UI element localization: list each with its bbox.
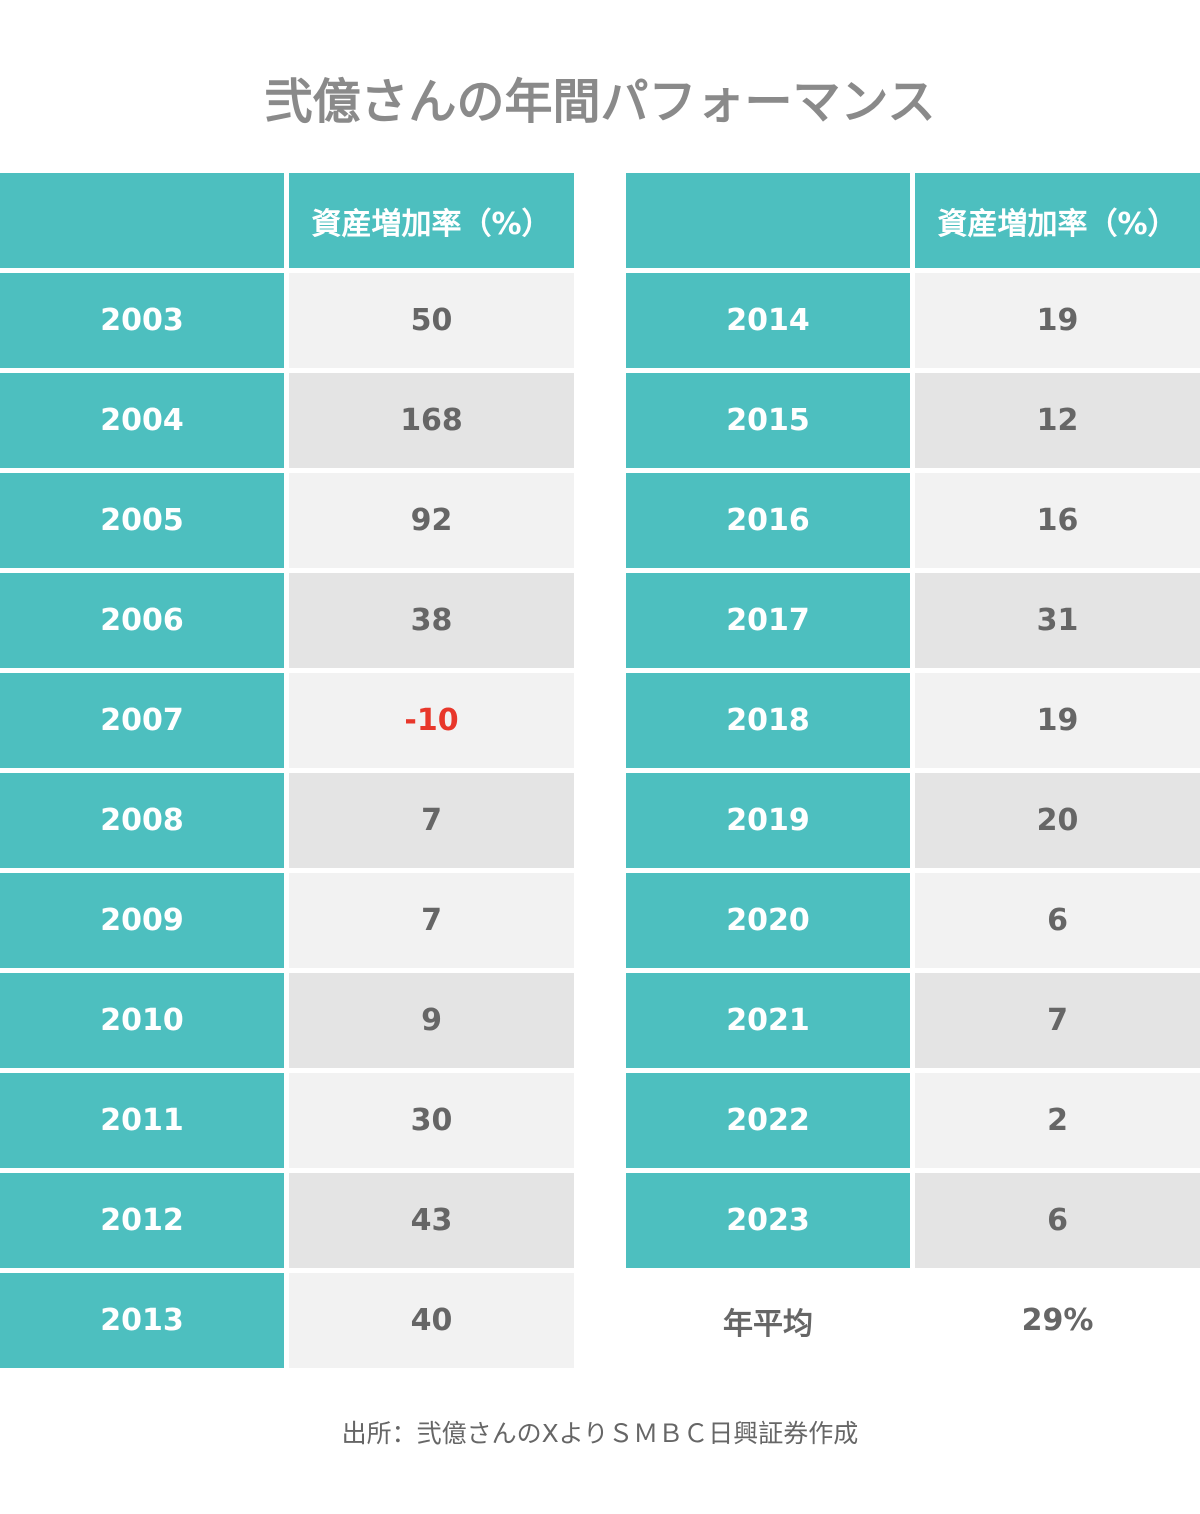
value-cell: 40 — [289, 1273, 574, 1368]
value-cell: 31 — [915, 573, 1200, 668]
year-cell: 2022 — [626, 1073, 910, 1168]
year-cell: 2010 — [0, 973, 284, 1068]
year-cell: 2023 — [626, 1173, 910, 1268]
value-cell: 7 — [289, 773, 574, 868]
year-cell: 2016 — [626, 473, 910, 568]
value-cell: 168 — [289, 373, 574, 468]
value-cell: 2 — [915, 1073, 1200, 1168]
year-cell: 2017 — [626, 573, 910, 668]
value-cell: 16 — [915, 473, 1200, 568]
value-cell: 92 — [289, 473, 574, 568]
header-blank — [626, 173, 910, 268]
value-cell: -10 — [289, 673, 574, 768]
year-cell: 2018 — [626, 673, 910, 768]
header-blank — [0, 173, 284, 268]
value-cell: 7 — [915, 973, 1200, 1068]
year-cell: 2005 — [0, 473, 284, 568]
source-note: 出所：弐億さんのXよりＳＭＢＣ日興証券作成 — [341, 1419, 859, 1448]
value-cell: 6 — [915, 873, 1200, 968]
year-cell: 2019 — [626, 773, 910, 868]
year-cell: 2008 — [0, 773, 284, 868]
year-cell: 2007 — [0, 673, 284, 768]
year-cell: 2011 — [0, 1073, 284, 1168]
year-cell: 2004 — [0, 373, 284, 468]
value-cell: 19 — [915, 273, 1200, 368]
year-cell: 2021 — [626, 973, 910, 1068]
year-cell: 2015 — [626, 373, 910, 468]
value-cell: 19 — [915, 673, 1200, 768]
year-cell: 2013 — [0, 1273, 284, 1368]
year-cell: 2006 — [0, 573, 284, 668]
year-cell: 2012 — [0, 1173, 284, 1268]
value-cell: 30 — [289, 1073, 574, 1168]
value-cell: 20 — [915, 773, 1200, 868]
value-cell: 12 — [915, 373, 1200, 468]
year-cell: 2003 — [0, 273, 284, 368]
value-cell: 43 — [289, 1173, 574, 1268]
column-header: 資産増加率（%） — [289, 173, 574, 268]
value-cell: 6 — [915, 1173, 1200, 1268]
value-cell: 9 — [289, 973, 574, 1068]
year-cell: 2014 — [626, 273, 910, 368]
year-cell: 2009 — [0, 873, 284, 968]
summary-value: 29% — [1021, 1303, 1094, 1338]
summary-label: 年平均 — [723, 1306, 813, 1342]
value-cell: 50 — [289, 273, 574, 368]
column-header: 資産増加率（%） — [915, 173, 1200, 268]
value-cell: 7 — [289, 873, 574, 968]
year-cell: 2020 — [626, 873, 910, 968]
value-cell: 38 — [289, 573, 574, 668]
title: 弐億さんの年間パフォーマンス — [264, 74, 936, 130]
